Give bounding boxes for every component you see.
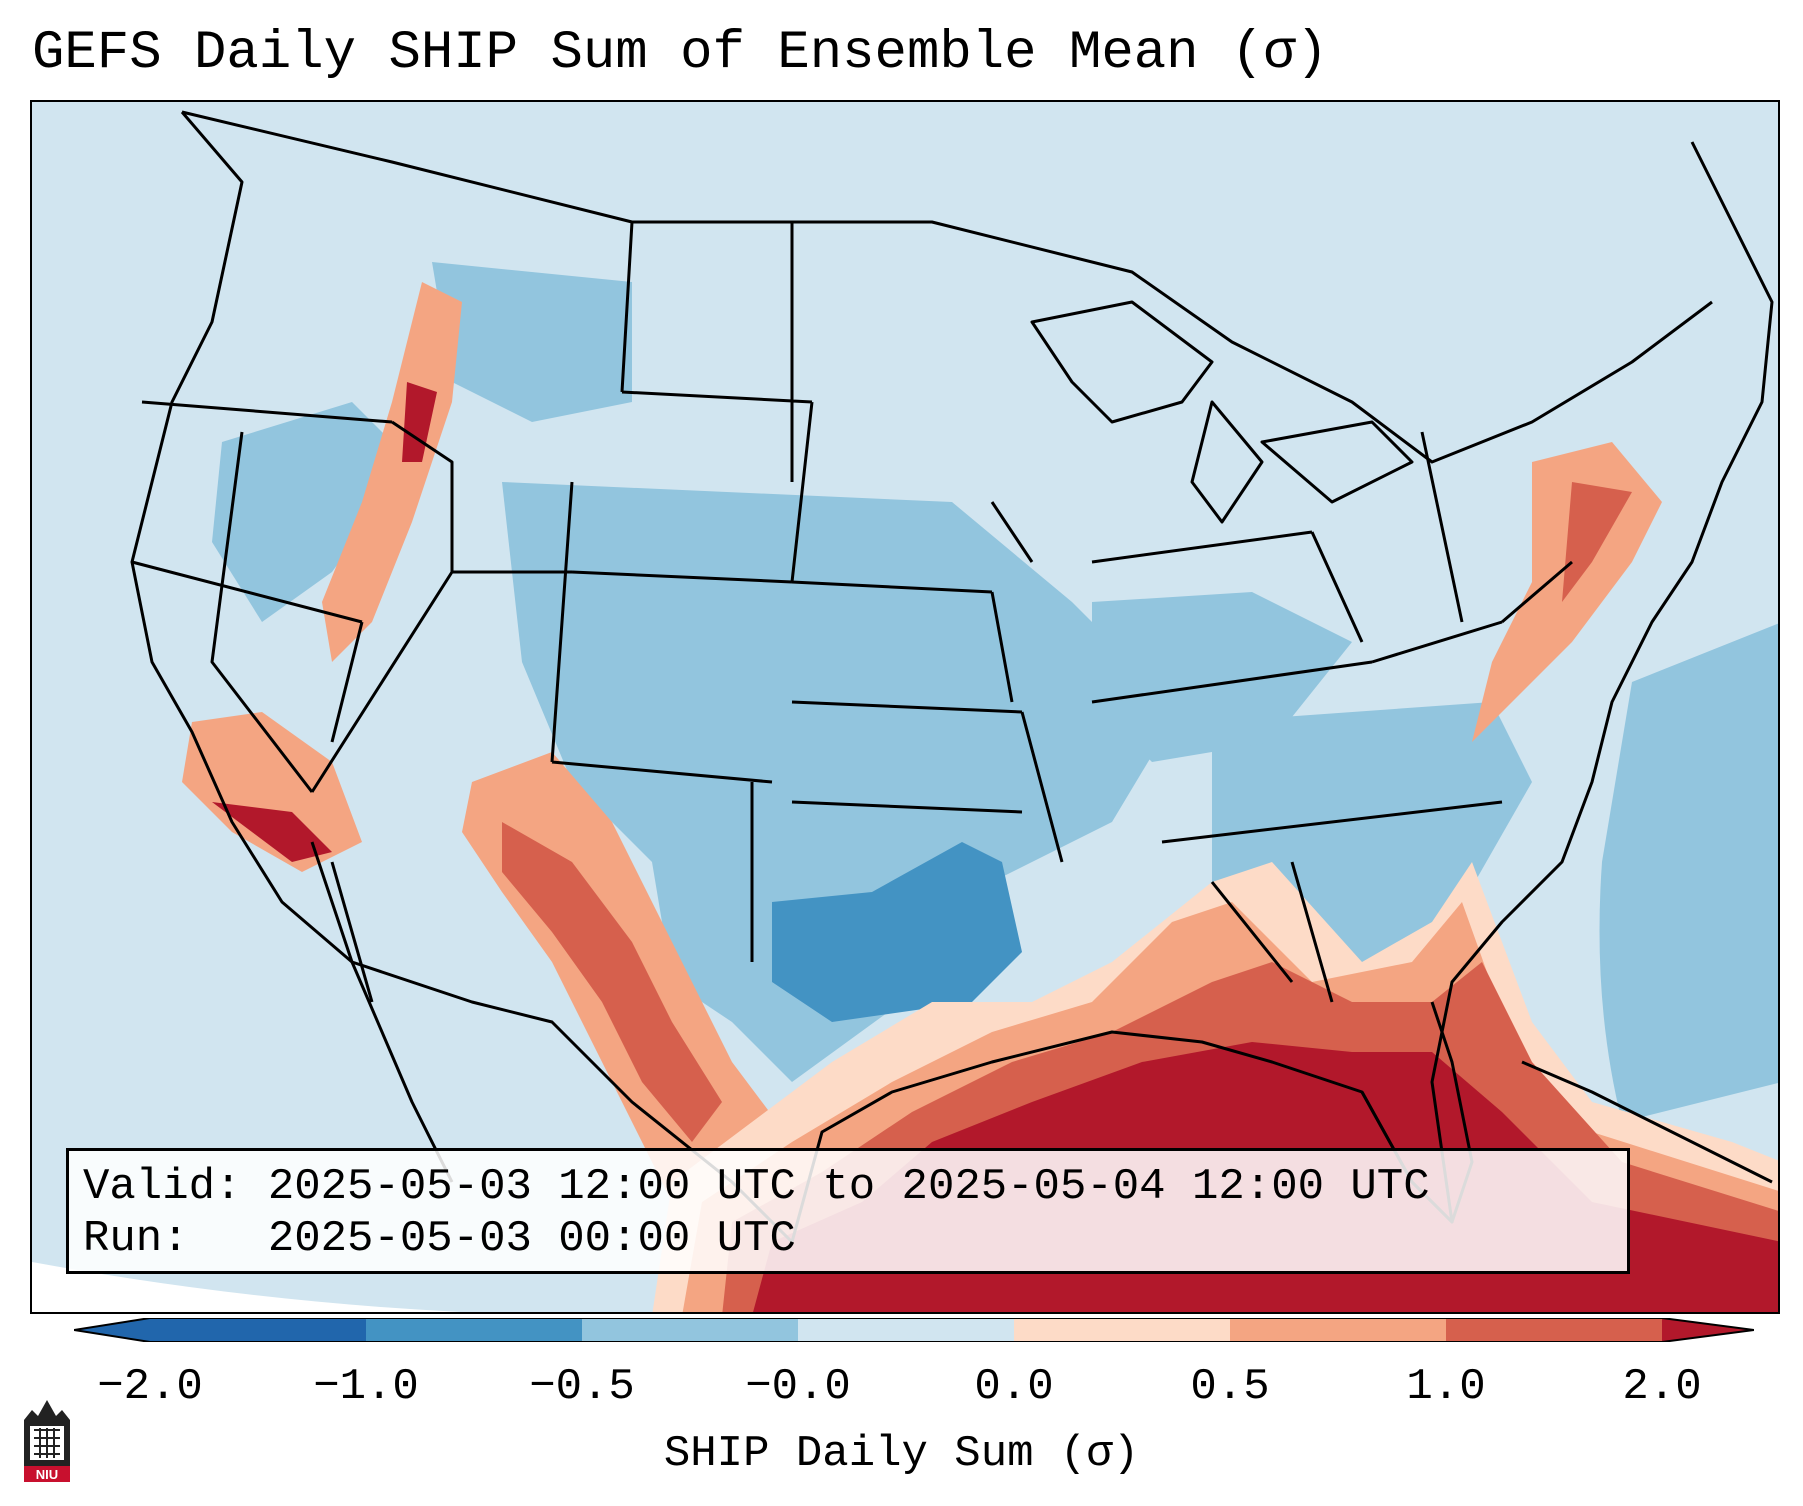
run-time-text: Run: 2025-05-03 00:00 UTC xyxy=(83,1214,796,1264)
colorbar-tick-label: −2.0 xyxy=(97,1362,203,1412)
colorbar-segment xyxy=(1230,1318,1446,1342)
colorbar-segment xyxy=(150,1318,366,1342)
northwest-negative-area xyxy=(212,402,412,622)
great-lakes xyxy=(1030,300,1414,524)
colorbar-segment xyxy=(366,1318,582,1342)
colorbar-label: SHIP Daily Sum (σ) xyxy=(663,1429,1140,1479)
colorbar-tick-label: −0.5 xyxy=(529,1362,635,1412)
colorbar-tick-label: 2.0 xyxy=(1622,1362,1702,1412)
colorbar-extend-low xyxy=(74,1318,150,1342)
baja xyxy=(310,841,454,1183)
atlantic-negative-area xyxy=(1599,623,1778,1122)
colorbar-segment xyxy=(798,1318,1014,1342)
colorbar-segment xyxy=(1446,1318,1662,1342)
state-lines-west xyxy=(131,400,793,793)
southwest-strong-positive-area xyxy=(502,822,722,1142)
validity-info-box: Valid: 2025-05-03 12:00 UTC to 2025-05-0… xyxy=(66,1148,1630,1274)
north-rockies-negative-area xyxy=(432,262,632,422)
state-lines-east xyxy=(1091,431,1573,1003)
cascades-strong-positive-area xyxy=(402,382,437,462)
projection-edge xyxy=(32,1262,461,1312)
state-lines-central xyxy=(620,221,1064,962)
cascades-positive-area xyxy=(322,282,462,662)
map-canvas xyxy=(32,110,1778,1312)
colorbar-extend-high xyxy=(1662,1318,1754,1342)
colorbar-segment xyxy=(582,1318,798,1342)
cuba xyxy=(1521,1060,1773,1184)
logo-text: NIU xyxy=(36,1467,58,1482)
map-panel xyxy=(30,100,1780,1314)
chart-title: GEFS Daily SHIP Sum of Ensemble Mean (σ) xyxy=(32,23,1329,84)
colorbar-tick-label: −0.0 xyxy=(745,1362,851,1412)
colorbar-tick-label: 1.0 xyxy=(1406,1362,1486,1412)
colorbar-tick-label: 0.0 xyxy=(974,1362,1054,1412)
northeast-strong-positive-area xyxy=(1562,482,1632,602)
socal-strong-positive-area xyxy=(212,802,332,862)
plains-negative-area xyxy=(502,482,1172,1082)
colorbar-segment xyxy=(1014,1318,1230,1342)
socal-positive-area xyxy=(182,712,362,872)
niu-logo-icon: NIU xyxy=(24,1400,70,1482)
boundaries xyxy=(130,110,1774,1244)
colorbar-tick-label: −1.0 xyxy=(313,1362,419,1412)
colorbar-tick-label: 0.5 xyxy=(1190,1362,1270,1412)
canada-border xyxy=(181,110,1713,464)
texas-strong-negative-area xyxy=(772,842,1022,1022)
valid-time-text: Valid: 2025-05-03 12:00 UTC to 2025-05-0… xyxy=(83,1162,1430,1212)
ohio-negative-area xyxy=(1092,592,1352,762)
colorbar xyxy=(74,1318,1754,1342)
us-outline xyxy=(130,111,1774,1244)
